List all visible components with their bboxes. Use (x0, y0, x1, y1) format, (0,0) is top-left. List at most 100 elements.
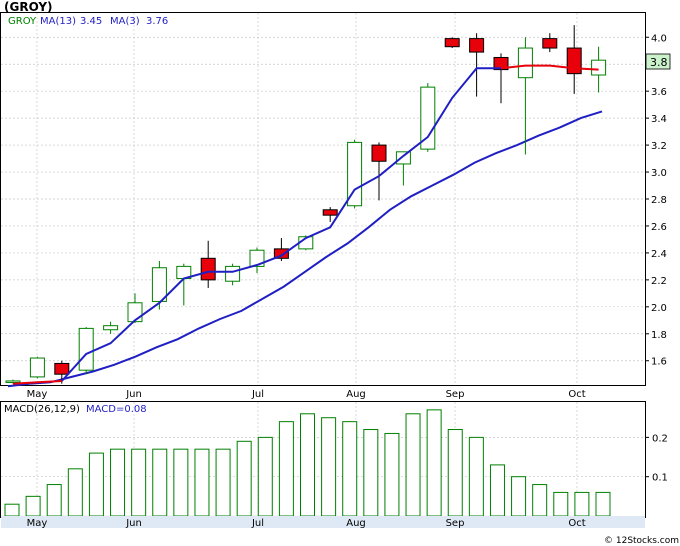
candle-body (54, 362, 70, 375)
ma3-line-tail (500, 64, 599, 71)
candle-body (542, 38, 558, 49)
ma13-line (7, 110, 603, 388)
price-gridlines (1, 36, 645, 362)
macd-legend-label: MACD(26,12,9) (4, 404, 80, 415)
legend-ma13-value: 3.45 (80, 16, 102, 27)
macd-bar (574, 491, 590, 517)
last-price-box (645, 53, 671, 70)
ma3-line-head (12, 380, 62, 385)
macd-tick-label: 0.2 (652, 433, 668, 444)
macd-bar (4, 503, 20, 517)
macd-bar (152, 448, 168, 517)
candle-body (347, 141, 363, 207)
price-month-label: May (27, 389, 48, 400)
price-month-label: Jul (251, 389, 264, 400)
macd-bar (511, 476, 527, 517)
macd-bar (67, 468, 83, 517)
candle-body (29, 357, 45, 378)
macd-legend-value: MACD=0.08 (86, 404, 147, 415)
price-tick-label: 3.2 (651, 141, 667, 152)
ma3-line (61, 67, 501, 382)
macd-bar (46, 484, 62, 517)
price-month-label: Aug (346, 389, 366, 400)
macd-bar (384, 432, 400, 517)
candle-body (127, 302, 143, 323)
last-price-label: 3.8 (650, 56, 668, 69)
legend-symbol: GROY (8, 16, 37, 27)
candle-body (517, 47, 533, 79)
macd-month-label: May (27, 518, 48, 529)
macd-axis-ticks: 0.1 0.2 (645, 433, 668, 484)
price-month-label: Jun (125, 389, 142, 400)
macd-bar (405, 413, 421, 517)
macd-month-band (1, 516, 645, 528)
macd-bar (173, 448, 189, 517)
price-axis-ticks: 1.6 1.8 2.0 2.2 2.4 2.6 2.8 3.0 3.2 3.4 3.6 3.8 4.0 (645, 33, 667, 368)
legend-ma3-label: MA(3) (110, 16, 140, 27)
price-tick-label: 4.0 (651, 33, 667, 44)
macd-bar (468, 436, 484, 517)
macd-bars-group (4, 409, 611, 517)
candle-body (591, 59, 607, 76)
macd-bar (489, 464, 505, 517)
candle-body (420, 86, 436, 150)
price-tick-label: 3.6 (651, 87, 667, 98)
credit-text: © 12Stocks.com (604, 536, 679, 546)
macd-bar (595, 491, 611, 517)
candle-body (78, 327, 94, 371)
candle-body (371, 144, 387, 162)
macd-month-label: Aug (346, 518, 366, 529)
ma13-line-group (7, 110, 603, 388)
macd-month-label: Oct (568, 518, 585, 529)
macd-bar (25, 495, 41, 517)
candle-body (493, 56, 509, 71)
macd-month-label: Jun (125, 518, 142, 529)
macd-bar (532, 484, 548, 517)
candle-body (566, 47, 582, 75)
price-tick-label: 1.8 (651, 330, 667, 341)
candle-body (395, 151, 411, 165)
macd-bar (363, 429, 379, 517)
candle-body (273, 248, 289, 259)
candle-body (322, 209, 338, 216)
macd-month-label: Jul (251, 518, 264, 529)
price-tick-label: 2.6 (651, 222, 667, 233)
candle-body (151, 267, 167, 302)
legend-ma13-label: MA(13) (40, 16, 76, 27)
macd-bar (300, 413, 315, 517)
ticker-title: (GROY) (4, 0, 53, 14)
macd-bar (131, 448, 147, 517)
legend-ma3-value: 3.76 (146, 16, 168, 27)
macd-bar (553, 491, 569, 517)
candle-body (5, 380, 21, 383)
macd-bar (236, 440, 252, 517)
price-month-label: Oct (568, 389, 585, 400)
macd-bar (88, 452, 104, 517)
price-tick-label: 3.4 (651, 114, 667, 125)
price-tick-label: 3.0 (651, 168, 667, 179)
price-month-labels: May Jun Jul Aug Sep Oct (27, 389, 586, 400)
price-month-label: Sep (446, 389, 465, 400)
macd-bar (215, 448, 231, 517)
price-tick-label: 2.8 (651, 195, 667, 206)
macd-bar (257, 436, 273, 517)
macd-month-label: Sep (446, 518, 465, 529)
macd-bar (110, 448, 126, 517)
candle-body (200, 257, 216, 281)
candle-body (103, 325, 119, 331)
candle-body (225, 265, 241, 282)
macd-bar (426, 409, 442, 517)
candle-body (444, 38, 460, 48)
macd-tick-label: 0.1 (652, 473, 668, 484)
macd-month-labels: May Jun Jul Aug Sep Oct (27, 518, 586, 529)
candle-body (469, 38, 485, 53)
macd-bar (278, 421, 294, 517)
price-tick-label: 1.6 (651, 357, 667, 368)
price-tick-label: 2.0 (651, 303, 667, 314)
macd-bar (194, 448, 210, 517)
macd-bar (447, 429, 463, 517)
candle-body (249, 249, 265, 267)
price-tick-label: 2.4 (651, 249, 667, 260)
macd-bar (321, 417, 337, 517)
